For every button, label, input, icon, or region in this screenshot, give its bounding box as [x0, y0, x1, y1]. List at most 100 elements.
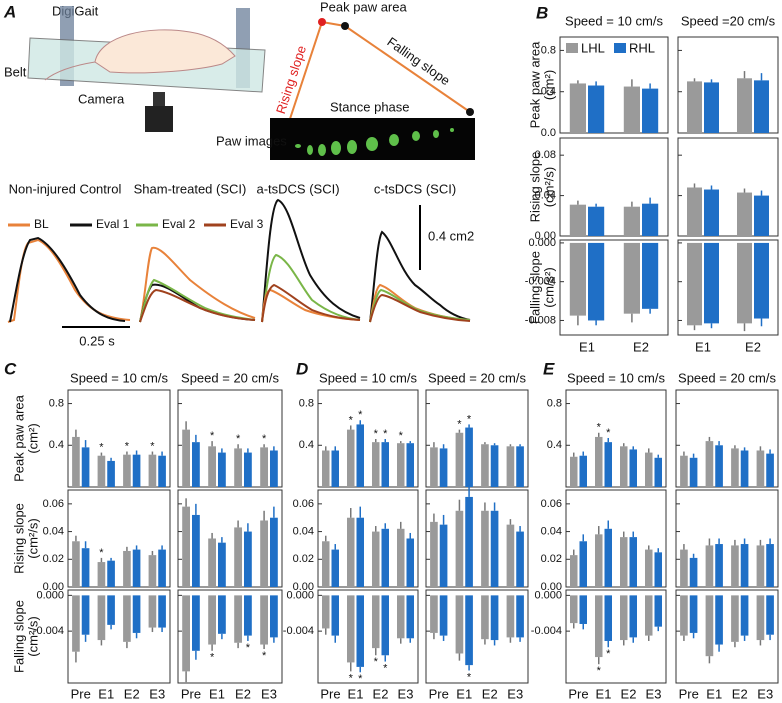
bar — [506, 595, 515, 638]
plot-frame — [177, 389, 283, 488]
bar — [623, 206, 640, 236]
y-tick-label: 0.4 — [541, 86, 556, 98]
bar — [397, 443, 405, 487]
bar — [604, 528, 612, 587]
bar — [766, 595, 774, 635]
significance-mark: * — [467, 671, 472, 683]
bar — [132, 595, 141, 633]
y-tick-label: 0.00 — [43, 581, 64, 593]
plot-frame — [565, 589, 667, 684]
y-tick-label: 0.000 — [534, 589, 562, 601]
plot-frame — [677, 239, 779, 336]
y-axis-label: Peak paw area — [527, 41, 542, 128]
plot-frame — [565, 489, 667, 588]
y-tick-label: -0.008 — [525, 314, 556, 326]
bar — [322, 450, 330, 487]
x-tick-label: E1 — [209, 686, 225, 701]
bar — [356, 517, 364, 587]
bar — [704, 82, 719, 133]
plot-frame — [67, 489, 171, 588]
y-axis-label: (cm²/s) — [25, 518, 40, 558]
bar — [481, 595, 489, 640]
bar — [72, 436, 80, 487]
rat — [94, 29, 236, 74]
bar — [654, 595, 662, 627]
column-title: Speed = 10 cm/s — [319, 370, 417, 385]
bar — [687, 242, 702, 326]
bar — [766, 453, 774, 487]
area-scale-label: 0.4 cm2 — [428, 228, 474, 243]
x-tick-label: E1 — [706, 686, 722, 701]
column-title: Speed = 10 cm/s — [567, 370, 665, 385]
footprint-curve — [282, 20, 471, 141]
bar — [715, 544, 723, 587]
bar — [234, 527, 242, 587]
significance-mark: * — [210, 652, 215, 664]
plot-frame — [317, 489, 419, 588]
bar — [439, 524, 448, 587]
bar — [731, 545, 739, 587]
legend-label: RHL — [629, 40, 655, 55]
bar — [490, 510, 499, 587]
significance-mark: * — [374, 656, 379, 668]
bar — [148, 454, 157, 487]
bar — [439, 448, 448, 487]
x-tick-label: E2 — [633, 339, 649, 354]
y-tick-label: 0.08 — [535, 149, 556, 161]
y-axis-label: Falling slope — [527, 251, 542, 324]
x-tick-label: E2 — [373, 686, 389, 701]
plot-frame — [425, 589, 529, 684]
plot-frame — [675, 489, 779, 588]
bar — [704, 242, 719, 324]
x-tick-label: E1 — [579, 339, 595, 354]
bar — [654, 552, 662, 587]
x-tick-label: E3 — [398, 686, 414, 701]
x-tick-label: E2 — [745, 339, 761, 354]
y-tick-label: 0.0 — [541, 127, 556, 139]
significance-mark: * — [606, 427, 611, 439]
bar — [588, 85, 605, 133]
bar — [208, 538, 216, 587]
bar — [516, 446, 524, 487]
bar — [506, 524, 515, 587]
bar — [570, 456, 578, 487]
panel-letter: B — [536, 3, 548, 22]
bar — [588, 242, 605, 321]
bar — [208, 595, 216, 645]
bar — [579, 541, 587, 587]
y-tick-label: 0.000 — [36, 589, 64, 601]
bar — [490, 445, 499, 487]
bar — [645, 452, 653, 487]
y-tick-label: 0.4 — [49, 439, 64, 451]
significance-mark: * — [246, 642, 251, 654]
panel-letter: D — [296, 359, 308, 378]
plot-frame — [317, 589, 419, 684]
bar — [604, 595, 612, 641]
x-tick-label: E3 — [261, 686, 277, 701]
y-tick-label: 0.06 — [293, 498, 314, 510]
bar — [331, 450, 339, 487]
bar — [737, 192, 752, 236]
y-tick-label: 0.000 — [528, 237, 556, 249]
curve-point — [318, 18, 326, 26]
bar — [72, 595, 80, 652]
x-tick-label: E3 — [757, 686, 773, 701]
x-tick-label: E3 — [507, 686, 523, 701]
column-title: Speed = 10 cm/s — [565, 13, 663, 28]
panel-letter: A — [3, 2, 16, 21]
bar — [397, 595, 405, 639]
y-tick-label: 0.8 — [547, 397, 562, 409]
significance-mark: * — [467, 413, 472, 425]
bar — [595, 534, 603, 587]
y-axis-label: Peak paw area — [11, 394, 26, 481]
legend-label: Eval 1 — [96, 217, 130, 231]
bar — [754, 242, 769, 319]
bar — [430, 521, 438, 587]
bar — [588, 206, 605, 236]
y-tick-label: 0.8 — [299, 397, 314, 409]
bar — [123, 454, 131, 487]
paw-images-label: Paw images — [216, 133, 287, 148]
y-tick-label: 0.02 — [43, 553, 64, 565]
bar — [766, 544, 774, 587]
camera-lens — [153, 92, 165, 106]
